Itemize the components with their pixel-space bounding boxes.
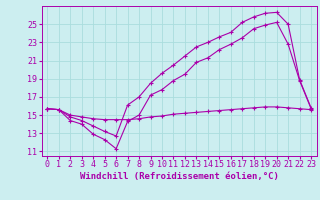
X-axis label: Windchill (Refroidissement éolien,°C): Windchill (Refroidissement éolien,°C)	[80, 172, 279, 181]
